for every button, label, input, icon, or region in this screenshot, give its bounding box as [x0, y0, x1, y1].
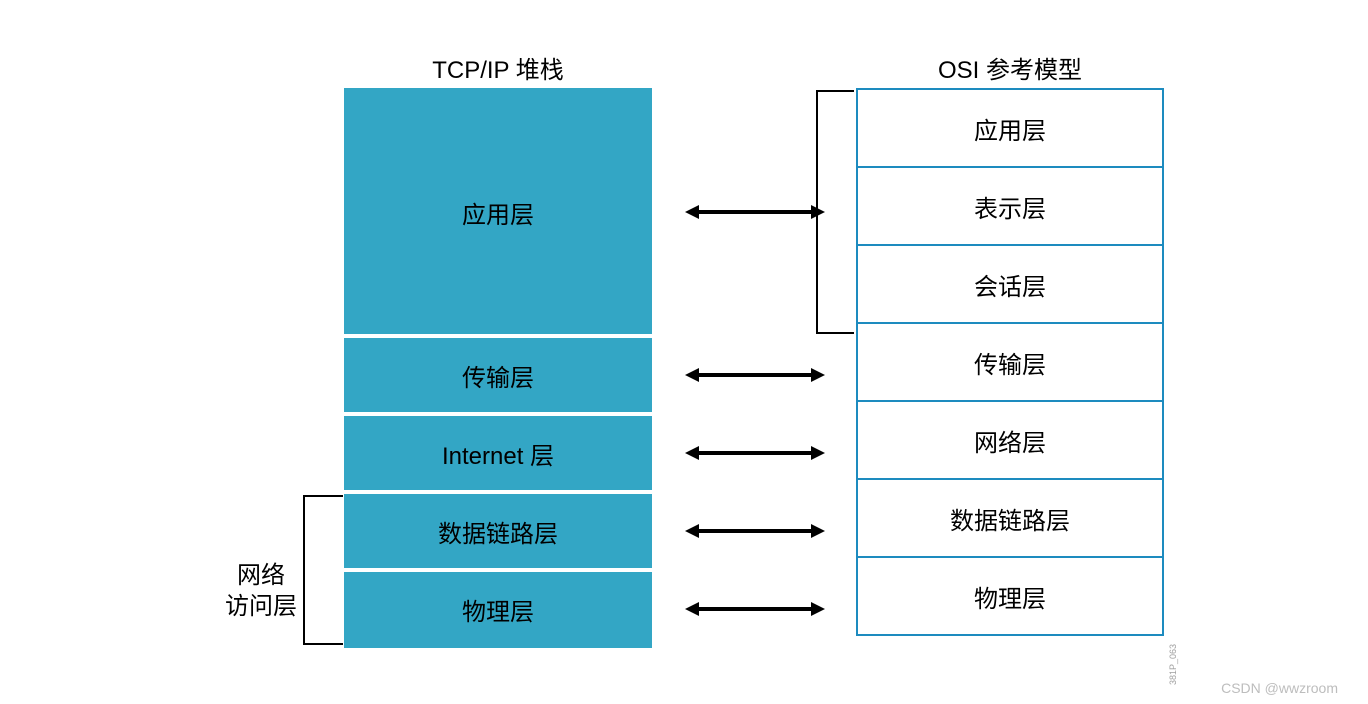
osi-stack: 应用层 表示层 会话层 传输层 网络层 数据链路层 物理层 [856, 88, 1164, 648]
left-bracket [303, 495, 343, 645]
arrow-row [660, 492, 850, 570]
osi-layer-datalink: 数据链路层 [856, 478, 1164, 558]
right-bracket [816, 90, 854, 334]
double-arrow-icon [685, 366, 825, 384]
arrow-row [660, 570, 850, 648]
left-bracket-label: 网络 访问层 [225, 560, 297, 622]
osi-layer-transport: 传输层 [856, 322, 1164, 402]
layer-label: 传输层 [462, 358, 534, 393]
osi-layer-session: 会话层 [856, 244, 1164, 324]
layer-label: 物理层 [974, 579, 1046, 614]
osi-layer-presentation: 表示层 [856, 166, 1164, 246]
layer-label: 会话层 [974, 267, 1046, 302]
layer-label: 表示层 [974, 189, 1046, 224]
osi-layer-application: 应用层 [856, 88, 1164, 168]
layer-label: Internet 层 [442, 436, 554, 471]
layer-label: 物理层 [462, 592, 534, 627]
layer-label: 应用层 [974, 111, 1046, 146]
double-arrow-icon [685, 203, 825, 221]
osi-layer-network: 网络层 [856, 400, 1164, 480]
tcpip-layer-application: 应用层 [344, 88, 652, 336]
layer-label: 传输层 [974, 345, 1046, 380]
double-arrow-icon [685, 600, 825, 618]
arrow-row [660, 414, 850, 492]
label-line1: 网络 [237, 562, 285, 589]
layer-label: 应用层 [462, 195, 534, 230]
layer-label: 数据链路层 [950, 501, 1070, 536]
double-arrow-icon [685, 444, 825, 462]
tcpip-layer-physical: 物理层 [344, 570, 652, 648]
osi-layer-physical: 物理层 [856, 556, 1164, 636]
tcpip-title: TCP/IP 堆栈 [344, 50, 652, 85]
tcpip-stack: 应用层 传输层 Internet 层 数据链路层 物理层 [344, 88, 652, 648]
layer-label: 数据链路层 [438, 514, 558, 549]
side-code: 381P_063 [1168, 644, 1178, 685]
arrow-row [660, 336, 850, 414]
tcpip-layer-internet: Internet 层 [344, 414, 652, 492]
layer-label: 网络层 [974, 423, 1046, 458]
tcpip-layer-transport: 传输层 [344, 336, 652, 414]
watermark-text: CSDN @wwzroom [1221, 680, 1338, 696]
tcpip-layer-datalink: 数据链路层 [344, 492, 652, 570]
diagram-stage: TCP/IP 堆栈 OSI 参考模型 应用层 传输层 Internet 层 数据… [0, 0, 1368, 704]
osi-title: OSI 参考模型 [856, 50, 1164, 85]
double-arrow-icon [685, 522, 825, 540]
label-line2: 访问层 [225, 593, 297, 620]
